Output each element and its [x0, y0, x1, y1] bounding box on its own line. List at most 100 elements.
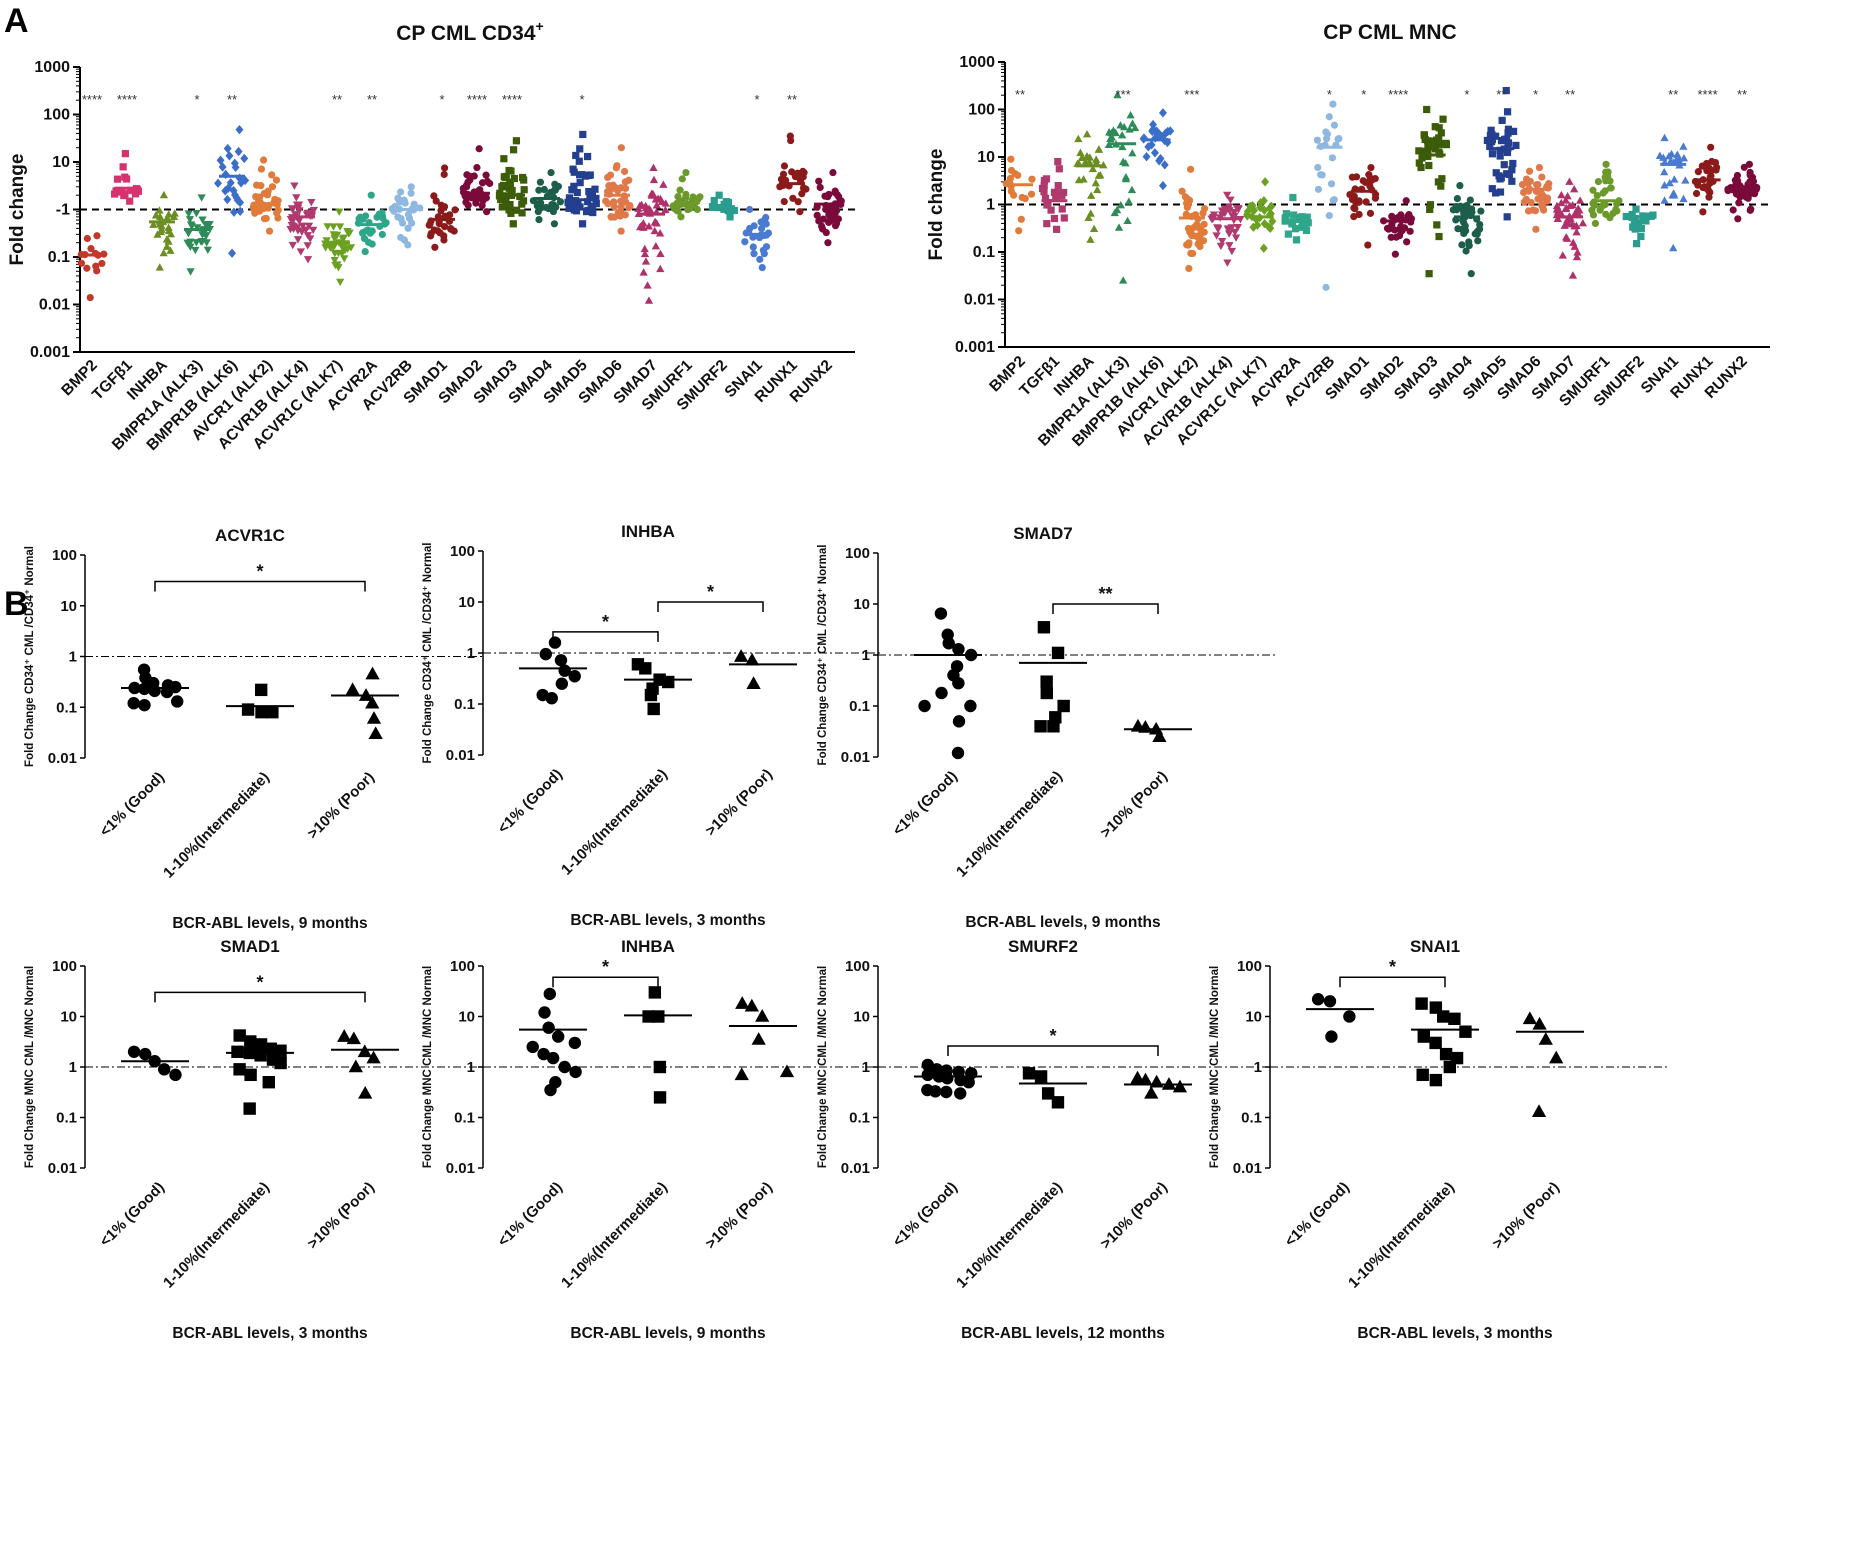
data-point: [1439, 1047, 1453, 1061]
data-point: [1121, 172, 1131, 181]
data-point: [121, 190, 129, 198]
category-label: <1% (Good): [97, 769, 168, 840]
y-tick-label: 1: [986, 197, 995, 214]
y-tick-label: 100: [43, 107, 70, 124]
data-point: [1253, 220, 1262, 230]
y-tick-label: 10: [1245, 1009, 1262, 1026]
data-point: [1127, 185, 1137, 194]
data-point: [538, 1006, 551, 1019]
data-point: [1424, 137, 1432, 145]
data-point: [1500, 161, 1508, 169]
data-point: [336, 278, 345, 287]
data-point: [512, 137, 521, 145]
data-point: [1565, 177, 1574, 185]
data-point: [1355, 210, 1363, 219]
data-point: [1637, 232, 1645, 241]
data-point: [1223, 191, 1232, 200]
group-2: [1516, 1011, 1584, 1118]
data-point: [536, 178, 545, 186]
data-point: [1052, 225, 1061, 233]
data-point: [1699, 208, 1707, 216]
category-label: 1-10%(Intermediate): [558, 766, 671, 879]
y-tick-label: 0.01: [446, 747, 475, 764]
data-point: [265, 227, 274, 235]
data-point: [1746, 168, 1754, 176]
data-point: [1707, 172, 1715, 180]
data-point: [1011, 170, 1019, 178]
group-1: [1019, 1067, 1087, 1109]
data-point: [1429, 1073, 1443, 1087]
data-point: [138, 698, 151, 712]
data-point: [672, 203, 681, 211]
data-point: [749, 243, 757, 251]
data-point: [506, 179, 514, 188]
data-point: [1557, 198, 1566, 207]
data-point: [1322, 283, 1330, 291]
data-point: [1486, 142, 1494, 151]
data-point: [226, 178, 235, 188]
data-point: [243, 1102, 256, 1115]
data-point: [1292, 236, 1301, 244]
data-point: [139, 1047, 152, 1061]
data-point: [77, 259, 86, 267]
data-point: [121, 150, 129, 158]
data-point: [221, 186, 230, 196]
data-point: [198, 216, 207, 224]
data-point: [1217, 238, 1227, 246]
data-point: [1589, 186, 1597, 194]
significance-label: ****: [117, 92, 137, 107]
category-label: <1% (Good): [890, 1179, 961, 1250]
data-point: [558, 1060, 571, 1074]
series-smad5: [1483, 86, 1520, 221]
data-point: [647, 702, 660, 716]
data-point: [1539, 206, 1548, 214]
data-point: [159, 190, 169, 199]
data-point: [1660, 196, 1669, 204]
series-smad1: [1346, 163, 1380, 249]
data-point: [301, 226, 311, 234]
data-point: [650, 226, 659, 235]
data-point: [657, 197, 667, 206]
y-tick-label: 0.1: [849, 698, 870, 715]
series-acv2rb: [1313, 100, 1343, 291]
chart-b2: INHBA Fold Change CD34⁺ CML /CD34⁺ Normal…: [422, 522, 883, 929]
data-point: [366, 229, 374, 237]
data-point: [1594, 177, 1602, 186]
data-point: [262, 214, 270, 223]
y-tick-label: 100: [52, 547, 77, 564]
significance-label: *: [602, 957, 609, 977]
data-point: [253, 181, 261, 189]
series-bmpr1b-alk6-: [214, 124, 250, 258]
data-point: [1160, 160, 1169, 170]
data-point: [1496, 152, 1504, 160]
series-runx1: [776, 132, 810, 216]
data-point: [653, 1060, 667, 1074]
data-point: [1158, 180, 1167, 191]
x-axis-title: BCR-ABL levels, 9 months: [965, 914, 1160, 931]
data-point: [500, 195, 508, 204]
data-point: [1128, 119, 1137, 127]
data-point: [794, 198, 802, 206]
data-point: [1545, 180, 1553, 188]
data-point: [1417, 1030, 1430, 1043]
data-point: [169, 1068, 182, 1082]
series-smad4: [529, 168, 565, 228]
data-point: [440, 236, 448, 244]
group-0: [121, 1045, 189, 1082]
data-point: [1402, 197, 1410, 205]
data-point: [151, 211, 161, 219]
data-point: [1670, 175, 1679, 183]
data-point: [1172, 1079, 1188, 1093]
data-point: [407, 183, 415, 191]
group-1: [624, 986, 692, 1104]
data-point: [505, 166, 513, 175]
y-tick-label: 10: [977, 149, 995, 166]
data-point: [1415, 159, 1423, 167]
data-point: [1060, 214, 1068, 222]
data-point: [834, 215, 842, 223]
data-point: [1044, 199, 1052, 207]
data-point: [1632, 205, 1640, 213]
data-point: [1502, 86, 1510, 95]
data-point: [1118, 157, 1128, 165]
data-point: [1425, 270, 1433, 278]
